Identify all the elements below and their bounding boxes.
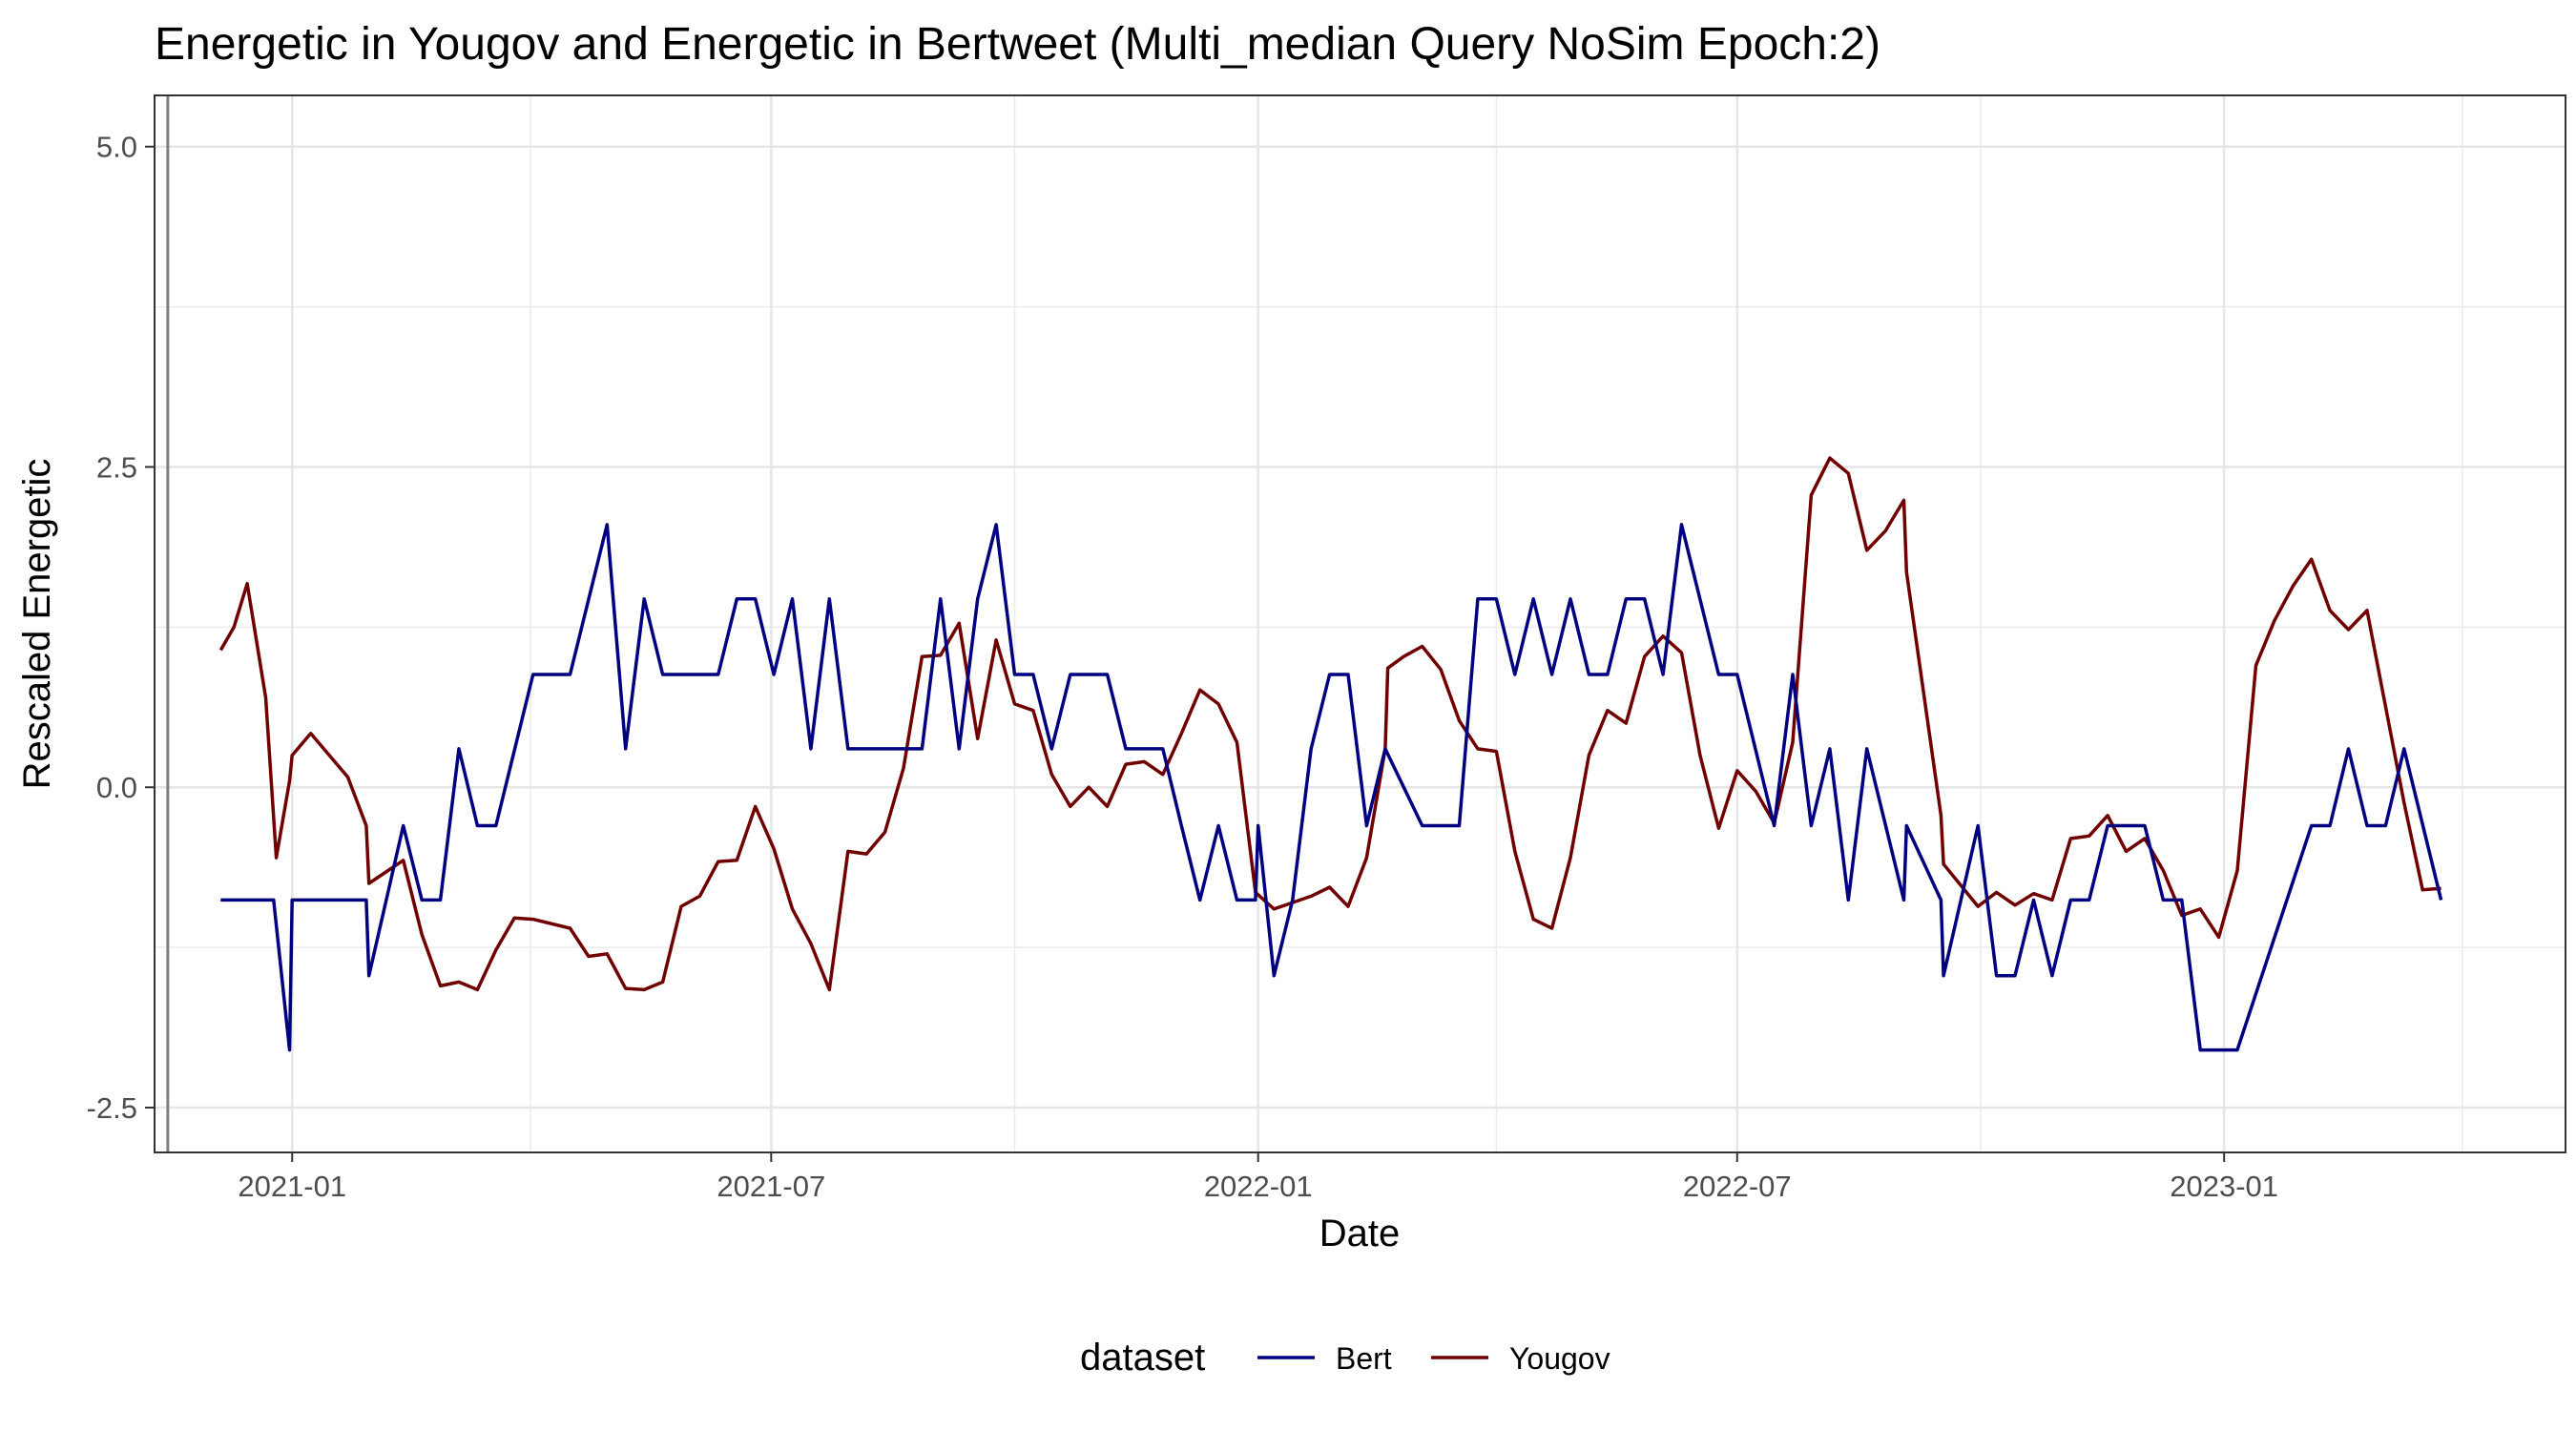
legend: dataset Bert Yougov	[1080, 1337, 1610, 1379]
y-axis-title: Rescaled Energetic	[16, 459, 58, 790]
legend-label-yougov: Yougov	[1509, 1341, 1610, 1376]
minor-gridlines	[155, 95, 2566, 1152]
y-tick-label: 0.0	[96, 771, 137, 804]
x-tick-label: 2022-07	[1683, 1170, 1792, 1203]
y-tick-label: 5.0	[96, 131, 137, 164]
chart-title: Energetic in Yougov and Energetic in Ber…	[155, 19, 1880, 70]
panel-background	[155, 95, 2566, 1152]
legend-title: dataset	[1080, 1337, 1205, 1379]
panel-border	[154, 94, 2566, 1153]
series-line-bert	[220, 523, 2443, 1052]
y-axis: -2.5 0.0 2.5 5.0	[87, 131, 155, 1125]
x-tick-label: 2022-01	[1204, 1170, 1313, 1203]
series-line-yougov	[218, 456, 2441, 992]
x-axis: 2021-01 2021-07 2022-01 2022-07 2023-01	[238, 1152, 2278, 1203]
major-gridlines	[155, 95, 2566, 1152]
series-layer	[218, 456, 2443, 1052]
x-tick-label: 2021-07	[717, 1170, 825, 1203]
y-tick-label: -2.5	[87, 1091, 137, 1125]
legend-label-bert: Bert	[1336, 1341, 1392, 1376]
x-axis-title: Date	[1319, 1213, 1401, 1255]
x-tick-label: 2023-01	[2170, 1170, 2278, 1203]
x-tick-label: 2021-01	[238, 1170, 346, 1203]
plot-panel	[154, 94, 2566, 1153]
y-tick-label: 2.5	[96, 450, 137, 484]
